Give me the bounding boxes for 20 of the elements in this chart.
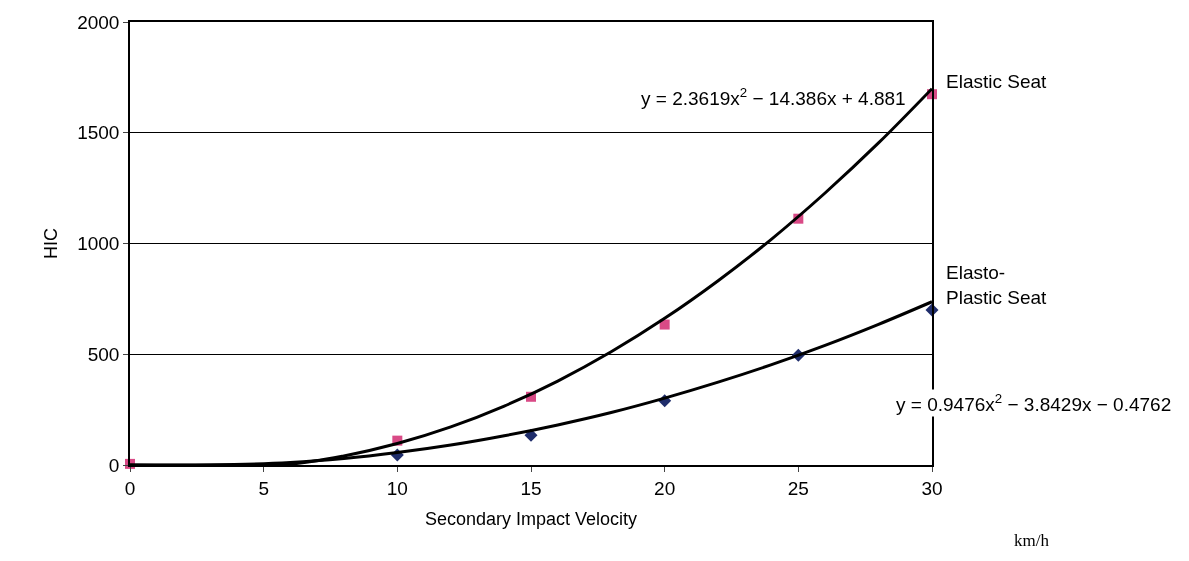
x-tick-label: 10 — [386, 477, 408, 499]
x-axis-title: Secondary Impact Velocity — [424, 509, 638, 530]
series-label: Elastic Seat — [946, 71, 1048, 92]
text: km/h — [1014, 531, 1050, 550]
y-tick-label: 1500 — [77, 122, 120, 144]
series-label: Elasto- Plastic Seat — [946, 262, 1048, 308]
y-tick-label: 500 — [87, 343, 120, 365]
x-tick-label: 5 — [258, 477, 269, 499]
y-tick-label: 0 — [108, 454, 120, 476]
y-axis-title: HIC — [40, 228, 61, 259]
annotation: y = 0.9476x$^{2}$ − 3.8429x − 0.4762 — [896, 391, 1172, 415]
x-tick-label: 30 — [921, 477, 943, 499]
x-tick-label: 15 — [520, 477, 542, 499]
annotation: y = 2.3619x$^{2}$ − 14.386x + 4.881 — [641, 85, 906, 109]
y-tick-label: 1000 — [77, 233, 120, 255]
y-tick-label: 2000 — [77, 11, 120, 33]
x-tick-label: 25 — [787, 477, 809, 499]
x-tick-label: 0 — [124, 477, 136, 499]
point — [659, 319, 670, 330]
x-tick-label: 20 — [654, 477, 676, 499]
